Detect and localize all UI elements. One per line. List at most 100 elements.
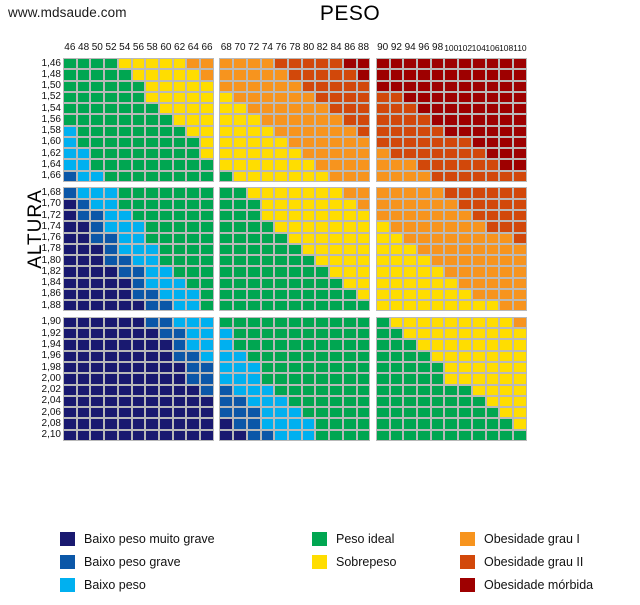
bmi-cell: [417, 103, 431, 115]
bmi-cell: [301, 255, 316, 267]
bmi-cell: [513, 148, 527, 160]
bmi-cell: [159, 316, 173, 329]
bmi-cell: [274, 362, 289, 374]
bmi-cell: [288, 198, 302, 210]
bmi-cell: [342, 362, 357, 374]
bmi-cell: [389, 339, 404, 351]
bmi-cell: [172, 148, 187, 160]
bmi-cell: [356, 243, 371, 256]
bmi-cell: [233, 114, 247, 126]
bmi-cell: [389, 316, 404, 329]
bmi-cell: [159, 232, 173, 244]
bmi-cell: [485, 148, 500, 160]
bmi-cell: [485, 300, 500, 312]
bmi-cell: [90, 148, 105, 160]
bmi-cell: [260, 300, 275, 312]
bmi-cell: [63, 350, 77, 363]
bmi-cell: [246, 114, 261, 126]
bmi-cell: [356, 232, 371, 244]
bmi-cell: [315, 429, 330, 441]
bmi-cell: [145, 198, 160, 210]
bmi-cell: [104, 170, 118, 182]
bmi-cell: [246, 316, 261, 329]
bmi-cell: [342, 243, 357, 256]
bmi-cell: [200, 277, 214, 289]
bmi-cell: [117, 69, 132, 81]
bmi-cell: [471, 243, 486, 256]
legend-label: Baixo peso muito grave: [84, 531, 215, 546]
bmi-cell: [186, 316, 201, 329]
bmi-cell: [513, 103, 527, 115]
height-header: 2,02: [41, 384, 61, 396]
bmi-cell: [117, 418, 132, 430]
bmi-cell: [329, 125, 343, 137]
bmi-cell: [145, 316, 160, 329]
bmi-cell: [458, 198, 472, 210]
bmi-cell: [233, 187, 247, 199]
bmi-cell: [356, 429, 371, 441]
bmi-cell: [288, 136, 302, 149]
bmi-cell: [274, 288, 289, 301]
bmi-cell: [403, 316, 417, 329]
bmi-cell: [301, 114, 316, 126]
bmi-cell: [356, 103, 371, 115]
weight-header: 100: [444, 43, 459, 53]
bmi-cell: [417, 288, 431, 301]
bmi-cell: [499, 288, 514, 301]
bmi-cell: [159, 407, 173, 419]
weight-header: 46: [64, 42, 76, 53]
bmi-cell: [430, 103, 445, 115]
bmi-cell: [219, 277, 234, 289]
bmi-cell: [117, 407, 132, 419]
bmi-cell: [260, 198, 275, 210]
bmi-cell: [356, 395, 371, 408]
bmi-cell: [444, 125, 459, 137]
bmi-cell: [186, 159, 201, 171]
bmi-cell: [430, 266, 445, 278]
bmi-cell: [186, 418, 201, 430]
bmi-cell: [63, 58, 77, 70]
bmi-cell: [403, 103, 417, 115]
bmi-cell: [233, 395, 247, 408]
bmi-cell: [76, 373, 91, 385]
bmi-cell: [499, 114, 514, 126]
bmi-cell: [131, 350, 146, 363]
bmi-cell: [76, 80, 91, 92]
bmi-cell: [389, 187, 404, 199]
bmi-cell: [471, 148, 486, 160]
bmi-cell: [471, 69, 486, 81]
bmi-cell: [403, 148, 417, 160]
bmi-cell: [417, 69, 431, 81]
bmi-cell: [172, 316, 187, 329]
bmi-cell: [444, 136, 459, 149]
bmi-cell: [274, 418, 289, 430]
bmi-cell: [117, 350, 132, 363]
bmi-cell: [90, 255, 105, 267]
bmi-cell: [76, 300, 91, 312]
bmi-cell: [315, 418, 330, 430]
bmi-cell: [375, 159, 390, 171]
bmi-cell: [417, 384, 431, 396]
bmi-cell: [513, 198, 527, 210]
bmi-cell: [131, 170, 146, 182]
bmi-cell: [63, 288, 77, 301]
bmi-cell: [76, 243, 91, 256]
bmi-cell: [233, 339, 247, 351]
bmi-cell: [90, 407, 105, 419]
bmi-cell: [499, 339, 514, 351]
bmi-cell: [301, 266, 316, 278]
bmi-cell: [186, 210, 201, 222]
bmi-cell: [246, 170, 261, 182]
bmi-cell: [76, 103, 91, 115]
bmi-cell: [389, 159, 404, 171]
bmi-cell: [172, 58, 187, 70]
bmi-cell: [513, 170, 527, 182]
bmi-cell: [513, 429, 527, 441]
bmi-cell: [288, 407, 302, 419]
bmi-cell: [342, 328, 357, 340]
bmi-cell: [117, 136, 132, 149]
bmi-cell: [260, 159, 275, 171]
bmi-cell: [301, 395, 316, 408]
bmi-cell: [356, 198, 371, 210]
bmi-cell: [315, 103, 330, 115]
